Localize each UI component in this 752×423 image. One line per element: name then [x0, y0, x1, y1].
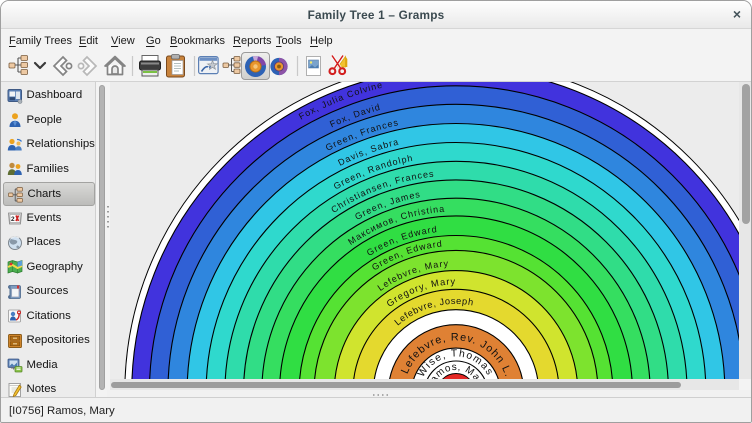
svg-text:Ramos, Mary: Ramos, Mary	[425, 362, 486, 379]
svg-text:2: 2	[11, 216, 15, 223]
